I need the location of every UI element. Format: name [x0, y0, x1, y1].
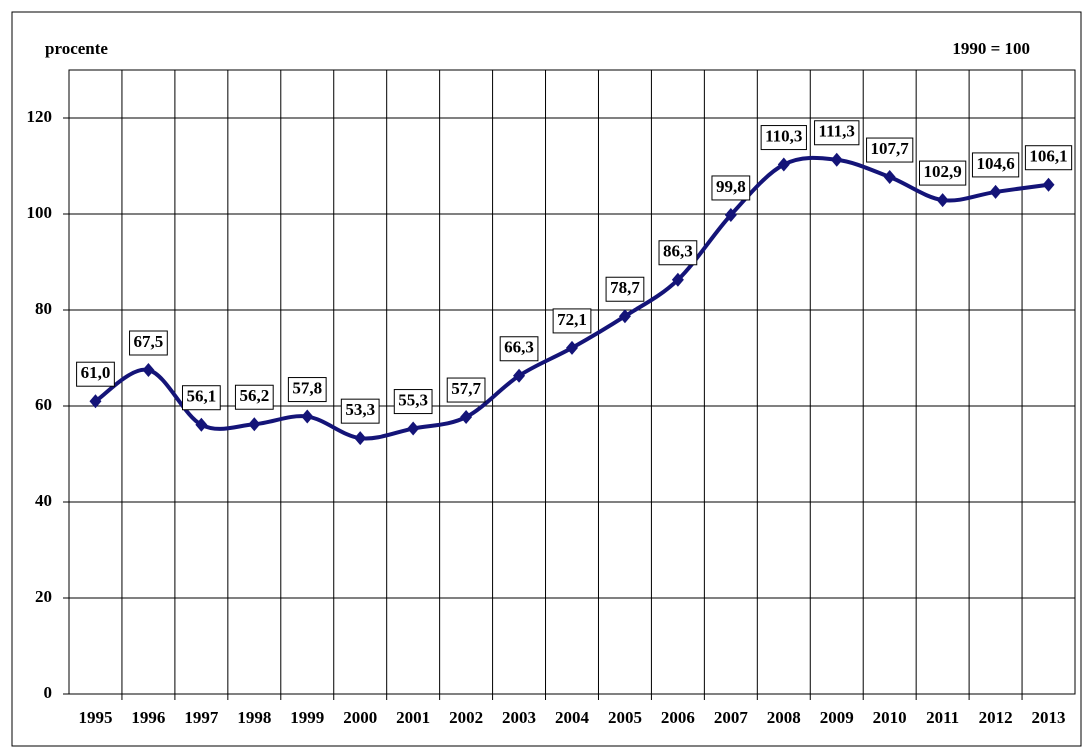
x-tick-label: 1996	[131, 708, 165, 727]
data-label: 110,3	[765, 126, 802, 145]
x-tick-label: 2010	[873, 708, 907, 727]
data-label-box	[605, 276, 645, 302]
y-tick-label: 80	[35, 299, 52, 318]
data-label-box	[1024, 145, 1073, 171]
data-label: 61,0	[81, 363, 111, 382]
data-label-box	[129, 330, 168, 356]
marker	[883, 170, 896, 185]
data-label: 57,8	[292, 378, 322, 397]
x-tick-label: 2000	[343, 708, 377, 727]
y-tick-label: 60	[35, 395, 52, 414]
data-label-box	[658, 240, 698, 266]
x-tick-label: 2001	[396, 708, 430, 727]
y-tick-label: 20	[35, 587, 52, 606]
marker	[671, 272, 684, 287]
x-tick-label: 1999	[290, 708, 324, 727]
marker	[724, 207, 737, 222]
marker	[89, 394, 102, 409]
data-label: 55,3	[398, 390, 428, 409]
data-label: 66,3	[504, 338, 534, 357]
marker	[195, 417, 208, 432]
data-label-box	[234, 384, 274, 410]
data-label: 72,1	[557, 310, 587, 329]
x-tick-label: 1998	[237, 708, 271, 727]
marker	[513, 368, 526, 383]
data-label: 56,2	[239, 386, 269, 405]
data-label-box	[181, 385, 221, 411]
marker	[1042, 177, 1055, 192]
marker	[248, 417, 261, 432]
data-label: 67,5	[134, 332, 164, 351]
marker	[566, 340, 578, 355]
y-tick-label: 40	[35, 491, 52, 510]
x-tick-label: 2006	[661, 708, 695, 727]
marker	[301, 409, 314, 424]
x-tick-label: 1997	[184, 708, 219, 727]
annotation: 1990 = 100	[952, 39, 1030, 58]
data-label-box	[446, 377, 486, 403]
data-label: 99,8	[716, 177, 746, 196]
x-tick-label: 2012	[979, 708, 1013, 727]
data-label: 53,3	[345, 400, 375, 419]
marker	[830, 152, 843, 167]
x-tick-label: 2008	[767, 708, 801, 727]
data-label-box	[919, 160, 967, 186]
x-tick-label: 2009	[820, 708, 854, 727]
data-label-box	[760, 125, 807, 151]
x-tick-label: 2004	[555, 708, 590, 727]
data-label: 107,7	[871, 139, 910, 158]
data-label-box	[76, 361, 115, 387]
marker	[936, 193, 949, 208]
x-tick-label: 2002	[449, 708, 483, 727]
x-tick-label: 2007	[714, 708, 749, 727]
data-label-box	[393, 389, 433, 415]
data-label-box	[287, 377, 327, 403]
data-label-box	[499, 336, 539, 362]
x-tick-label: 2013	[1032, 708, 1066, 727]
x-tick-label: 2003	[502, 708, 536, 727]
marker	[989, 184, 1002, 199]
data-label-box	[340, 398, 380, 424]
data-label-box	[866, 137, 914, 163]
data-label: 104,6	[976, 154, 1014, 173]
marker	[618, 309, 631, 324]
data-label-box	[711, 175, 751, 201]
marker	[354, 431, 367, 446]
y-axis-label: procente	[45, 39, 108, 58]
y-tick-label: 0	[44, 683, 53, 702]
data-label: 57,7	[451, 379, 481, 398]
marker	[460, 410, 473, 425]
x-tick-label: 1995	[78, 708, 112, 727]
data-label: 78,7	[610, 278, 640, 297]
marker	[142, 363, 155, 377]
data-label: 111,3	[819, 122, 855, 141]
data-label-box	[971, 152, 1020, 178]
y-tick-label: 120	[27, 107, 53, 126]
data-label: 56,1	[186, 387, 216, 406]
data-label-box	[814, 120, 860, 146]
marker	[407, 421, 420, 436]
marker	[777, 157, 790, 172]
y-tick-label: 100	[27, 203, 53, 222]
frame	[11, 11, 1082, 747]
data-label-box	[552, 308, 592, 334]
data-label: 86,3	[663, 242, 693, 261]
data-label: 106,1	[1029, 147, 1067, 166]
x-tick-label: 2005	[608, 708, 642, 727]
data-label: 102,9	[924, 162, 962, 181]
x-tick-label: 2011	[926, 708, 959, 727]
